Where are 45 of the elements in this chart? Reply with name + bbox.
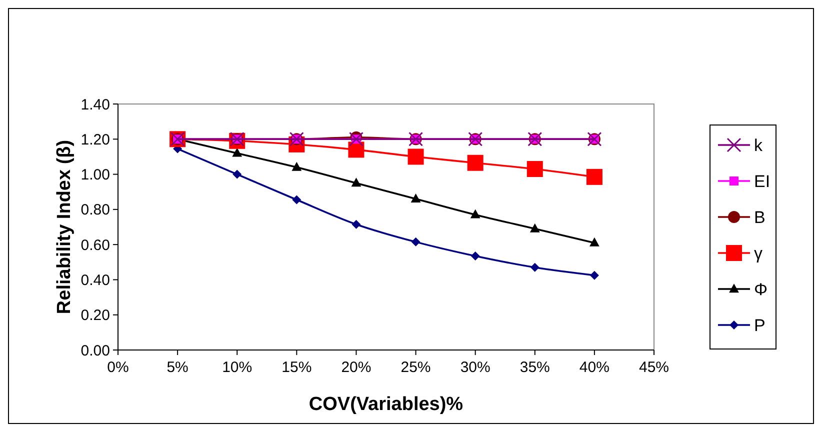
point (470, 251, 480, 260)
x-tick-label: 45% (638, 359, 670, 376)
point (411, 237, 420, 246)
point (408, 148, 424, 165)
y-tick-label: 1.20 (80, 131, 110, 148)
x-tick-label: 5% (166, 359, 188, 376)
x-tick-label: 35% (520, 359, 550, 376)
point (292, 162, 302, 171)
y-tick-label: 0.40 (80, 272, 110, 289)
point (467, 154, 484, 171)
point (530, 262, 540, 272)
y-tick-label: 1.00 (80, 166, 110, 184)
point (590, 270, 599, 280)
x-tick-label: 25% (400, 359, 431, 376)
point (530, 223, 540, 232)
x-tick-label: 10% (222, 359, 252, 376)
legend-label: k (754, 136, 763, 155)
legend-label: B (754, 208, 766, 227)
point (470, 209, 480, 218)
point (526, 161, 543, 178)
y-tick-label: 0.00 (80, 342, 110, 360)
x-axis-title: COV(Variables)% (308, 394, 464, 415)
point (352, 220, 361, 229)
legend-label: Φ (754, 280, 768, 299)
legend-label: EI (754, 172, 770, 191)
x-tick-label: 15% (282, 359, 312, 376)
point (589, 237, 600, 246)
legend-label: P (754, 316, 766, 335)
x-tick-label: 20% (341, 359, 372, 376)
y-tick-label: 0.60 (80, 236, 110, 254)
point (348, 132, 364, 146)
x-tick-label: 0% (107, 359, 129, 376)
y-tick-label: 1.40 (80, 96, 110, 114)
point (586, 168, 602, 185)
point (351, 178, 362, 187)
x-tick-label: 40% (579, 359, 610, 376)
y-tick-label: 0.20 (80, 307, 110, 324)
x-tick-label: 30% (460, 359, 490, 376)
point (232, 170, 242, 179)
y-axis-title: Reliability Index (β) (54, 140, 75, 314)
point (410, 193, 421, 202)
point (292, 195, 302, 204)
legend-label: γ (754, 244, 763, 263)
y-tick-label: 0.80 (80, 202, 110, 219)
point (232, 148, 242, 157)
